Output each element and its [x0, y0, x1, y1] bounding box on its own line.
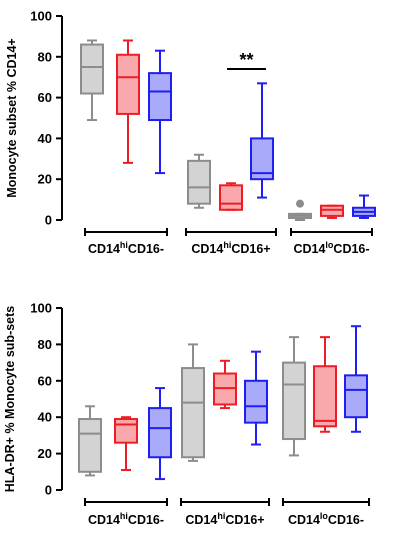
box-blue	[149, 51, 171, 173]
box-gray	[289, 200, 311, 220]
box-iqr	[345, 375, 367, 417]
y-tick-label: 100	[30, 301, 52, 316]
outlier-point	[296, 200, 304, 208]
box-iqr	[321, 206, 343, 216]
category-label: CD14hiCD16+	[185, 511, 264, 527]
box-iqr	[79, 419, 101, 472]
box-iqr	[220, 185, 242, 209]
box-gray	[81, 40, 103, 120]
y-tick-label: 60	[38, 373, 52, 388]
significance-label: **	[239, 50, 253, 70]
box-red	[220, 183, 242, 210]
box-blue	[245, 352, 267, 445]
panel-bottom-hla-dr: 0 20 40 60 80 100 HLA-DR+ % Monocyte sub-sets C…	[3, 301, 370, 528]
box-red	[314, 337, 336, 432]
y-tick-label: 100	[30, 9, 52, 24]
category-label: CD14loCD16-	[288, 511, 364, 527]
box-gray	[283, 337, 305, 455]
category-label: CD14hiCD16-	[88, 511, 164, 527]
box-red	[214, 361, 236, 408]
category-label: CD14hiCD16-	[88, 240, 164, 256]
box-iqr	[149, 408, 171, 457]
y-tick-label: 80	[38, 49, 52, 64]
y-axis-label: HLA-DR+ % Monocyte sub-sets	[3, 306, 17, 493]
box-iqr	[182, 368, 204, 457]
y-tick-label: 40	[38, 131, 52, 146]
y-tick-label: 40	[38, 410, 52, 425]
box-iqr	[117, 55, 139, 114]
box-blue	[251, 83, 273, 197]
y-tick-label: 60	[38, 90, 52, 105]
box-red	[115, 417, 137, 470]
y-axis-label: Monocyte subset % CD14+	[5, 38, 19, 197]
box-blue	[149, 388, 171, 479]
box-iqr	[81, 45, 103, 94]
box-blue	[353, 196, 375, 218]
box-iqr	[115, 419, 137, 443]
box-iqr	[149, 73, 171, 120]
y-tick-label: 20	[38, 172, 52, 187]
box-gray	[79, 406, 101, 475]
category-label: CD14loCD16-	[293, 240, 369, 256]
panel-top-monocyte-subsets: 0 20 40 60 80 100 Monocyte subset % CD14+ ** CD1…	[5, 9, 375, 257]
box-blue	[345, 326, 367, 432]
box-iqr	[283, 363, 305, 439]
category-label: CD14hiCD16+	[191, 240, 270, 256]
box-iqr	[245, 381, 267, 423]
box-gray	[182, 344, 204, 460]
box-gray	[188, 155, 210, 208]
box-iqr	[188, 161, 210, 204]
y-tick-label: 0	[45, 213, 52, 228]
box-iqr	[314, 366, 336, 426]
box-red	[321, 206, 343, 218]
y-tick-label: 80	[38, 337, 52, 352]
y-tick-label: 0	[45, 483, 52, 498]
y-tick-label: 20	[38, 446, 52, 461]
box-red	[117, 40, 139, 162]
